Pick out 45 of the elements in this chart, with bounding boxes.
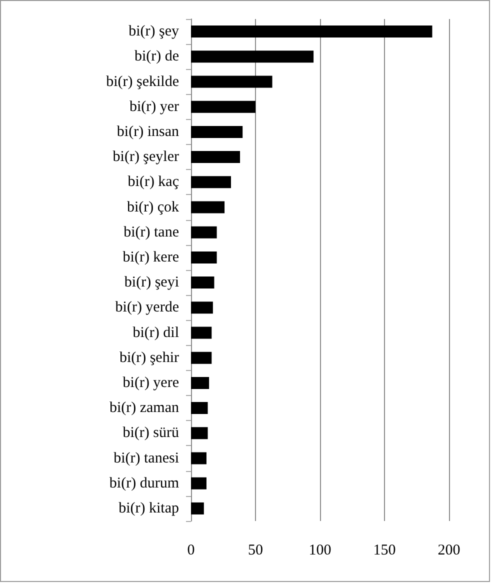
y-tick-label: bi(r) de (134, 48, 180, 65)
y-tick-label: bi(r) sürü (122, 425, 180, 442)
y-tick-label: bi(r) yer (129, 98, 179, 115)
bar (191, 326, 212, 339)
bar (191, 302, 213, 314)
bar (191, 76, 272, 88)
bar (191, 477, 206, 490)
y-tick-label: bi(r) şey (128, 24, 180, 40)
bar (191, 427, 208, 440)
y-tick-label: bi(r) şekilde (106, 74, 180, 90)
bar (191, 452, 206, 464)
bar (191, 276, 214, 289)
bar (191, 201, 225, 214)
bar (191, 502, 204, 514)
bar (191, 251, 217, 264)
bar (191, 126, 243, 138)
x-tick-label: 150 (373, 542, 396, 558)
bar (191, 376, 210, 389)
bar (191, 26, 432, 38)
y-tick-label: bi(r) çok (126, 199, 180, 216)
y-tick-label: bi(r) tane (124, 224, 180, 240)
y-tick-label: bi(r) durum (109, 475, 180, 492)
y-tick-label: bi(r) kere (122, 249, 180, 266)
y-tick-label: bi(r) yere (122, 374, 180, 391)
bar (191, 50, 314, 63)
bar (191, 402, 208, 414)
x-tick-label: 100 (308, 542, 332, 558)
x-tick-label: 200 (438, 542, 460, 558)
bar (191, 151, 240, 164)
y-tick-label: bi(r) tanesi (114, 450, 179, 466)
bar (191, 100, 256, 113)
bar (191, 176, 231, 188)
y-tick-label: bi(r) şeyler (112, 149, 180, 166)
y-tick-label: bi(r) yerde (115, 300, 180, 316)
y-tick-label: bi(r) insan (116, 124, 180, 140)
y-tick-label: bi(r) dil (132, 324, 179, 341)
y-tick-label: bi(r) kaç (128, 174, 180, 190)
x-tick-label: 0 (187, 542, 195, 558)
y-tick-label: bi(r) şehir (119, 350, 180, 366)
bar (191, 226, 217, 238)
bar (191, 352, 212, 364)
y-tick-label: bi(r) şeyi (124, 274, 179, 291)
y-tick-label: bi(r) zaman (109, 400, 180, 416)
y-tick-label: bi(r) kitap (118, 500, 179, 516)
x-tick-label: 50 (248, 542, 263, 558)
